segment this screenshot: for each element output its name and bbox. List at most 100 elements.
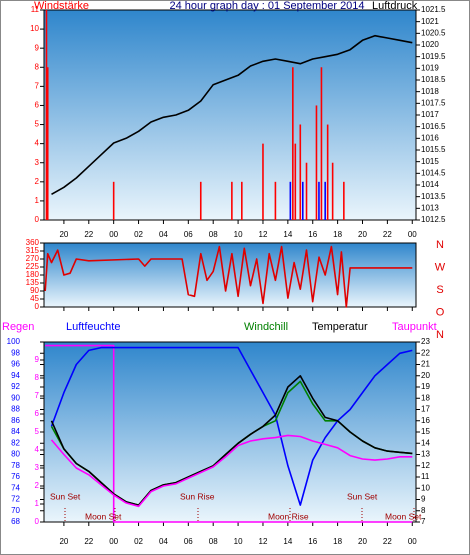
y-tick-label: 225	[26, 262, 40, 271]
legend-label: Windchill	[244, 321, 288, 333]
x-tick-label: 16	[308, 230, 317, 239]
y3-tick-label: 5	[35, 427, 40, 436]
y2-tick-label: 20	[421, 371, 430, 380]
y2-tick-label: 1014.5	[421, 168, 446, 177]
y-tick-label: 270	[26, 254, 40, 263]
y-tick-label: 74	[11, 483, 20, 492]
y-tick-label: 4	[35, 139, 40, 148]
plot-area	[43, 341, 417, 523]
y3-tick-label: 2	[35, 481, 40, 490]
legend-label: Luftfeuchte	[66, 321, 120, 333]
x-tick-label: 04	[159, 537, 168, 546]
x-tick-label: 20	[59, 230, 68, 239]
x-tick-label: 08	[209, 537, 218, 546]
y-tick-label: 94	[11, 371, 20, 380]
y-tick-label: 96	[11, 360, 20, 369]
y-tick-label: 315	[26, 246, 40, 255]
y2-tick-label: 1016	[421, 133, 439, 142]
y-tick-label: 90	[11, 393, 20, 402]
x-tick-label: 00	[109, 537, 118, 546]
y-tick-label: 7	[35, 81, 40, 90]
compass-label: N	[436, 239, 444, 251]
x-tick-label: 00	[408, 537, 417, 546]
plot-area	[43, 242, 417, 308]
x-tick-label: 22	[383, 230, 392, 239]
y-tick-label: 92	[11, 382, 20, 391]
y-tick-label: 100	[7, 337, 21, 346]
y2-tick-label: 1018	[421, 87, 439, 96]
y-tick-label: 82	[11, 438, 20, 447]
x-tick-label: 22	[84, 537, 93, 546]
y2-tick-label: 1021	[421, 17, 439, 26]
y2-tick-label: 1019	[421, 63, 439, 72]
series-line	[50, 434, 413, 508]
y-tick-label: 0	[35, 215, 40, 224]
y2-tick-label: 1015	[421, 157, 439, 166]
y3-tick-label: 9	[35, 355, 40, 364]
y2-tick-label: 17	[421, 405, 430, 414]
series-line	[45, 344, 413, 523]
y2-tick-label: 8	[421, 506, 426, 515]
x-tick-label: 10	[234, 537, 243, 546]
y2-tick-label: 1021.5	[421, 5, 446, 14]
y2-tick-label: 1016.5	[421, 122, 446, 131]
y2-tick-label: 1013.5	[421, 192, 446, 201]
y-tick-label: 6	[35, 101, 40, 110]
x-tick-label: 08	[209, 230, 218, 239]
compass-label: W	[435, 261, 446, 273]
annotation: Moon Rise	[268, 511, 309, 521]
series-line	[50, 375, 413, 506]
y3-tick-label: 8	[35, 373, 40, 382]
y-tick-label: 360	[26, 238, 40, 247]
legend-label: Temperatur	[312, 321, 368, 333]
y-tick-label: 70	[11, 506, 20, 515]
x-tick-label: 00	[109, 230, 118, 239]
y-tick-label: 5	[35, 120, 40, 129]
y2-tick-label: 1012.5	[421, 215, 446, 224]
y-tick-label: 2	[35, 177, 40, 186]
y2-tick-label: 9	[421, 495, 426, 504]
y-tick-label: 8	[35, 62, 40, 71]
x-tick-label: 12	[259, 230, 268, 239]
series-line	[44, 245, 413, 308]
axis-label: Windstärke	[34, 0, 89, 12]
x-tick-label: 14	[283, 537, 292, 546]
compass-label: O	[436, 306, 445, 318]
x-tick-label: 04	[159, 230, 168, 239]
y2-tick-label: 15	[421, 427, 430, 436]
y2-tick-label: 1013	[421, 203, 439, 212]
y-tick-label: 45	[30, 294, 39, 303]
series-line	[51, 34, 413, 195]
y-tick-label: 88	[11, 405, 20, 414]
x-tick-label: 14	[283, 230, 292, 239]
x-tick-label: 18	[333, 230, 342, 239]
y2-tick-label: 7	[421, 517, 426, 526]
y-tick-label: 11	[31, 5, 40, 14]
y2-tick-label: 18	[421, 393, 430, 402]
compass-label: N	[436, 329, 444, 341]
y2-tick-label: 10	[421, 483, 430, 492]
y-tick-label: 68	[11, 517, 20, 526]
y-tick-label: 84	[11, 427, 20, 436]
y2-tick-label: 23	[421, 337, 430, 346]
y2-tick-label: 11	[421, 472, 430, 481]
y-tick-label: 1	[35, 196, 40, 205]
y2-tick-label: 1014	[421, 180, 439, 189]
y3-tick-label: 1	[35, 499, 40, 508]
y2-tick-label: 12	[421, 461, 430, 470]
y-tick-label: 9	[35, 43, 40, 52]
x-tick-label: 20	[358, 537, 367, 546]
legend-label: Regen	[2, 321, 34, 333]
x-tick-label: 16	[308, 537, 317, 546]
y3-tick-label: 4	[35, 445, 40, 454]
annotation: Moon Set	[85, 511, 122, 521]
legend-label: Taupunkt	[392, 321, 437, 333]
annotation: Sun Set	[347, 491, 378, 501]
annotation: Moon Set	[385, 511, 422, 521]
y-tick-label: 135	[26, 278, 40, 287]
y2-tick-label: 1015.5	[421, 145, 446, 154]
y3-tick-label: 3	[35, 463, 40, 472]
x-tick-label: 00	[408, 230, 417, 239]
y-tick-label: 80	[11, 450, 20, 459]
x-tick-label: 06	[184, 230, 193, 239]
